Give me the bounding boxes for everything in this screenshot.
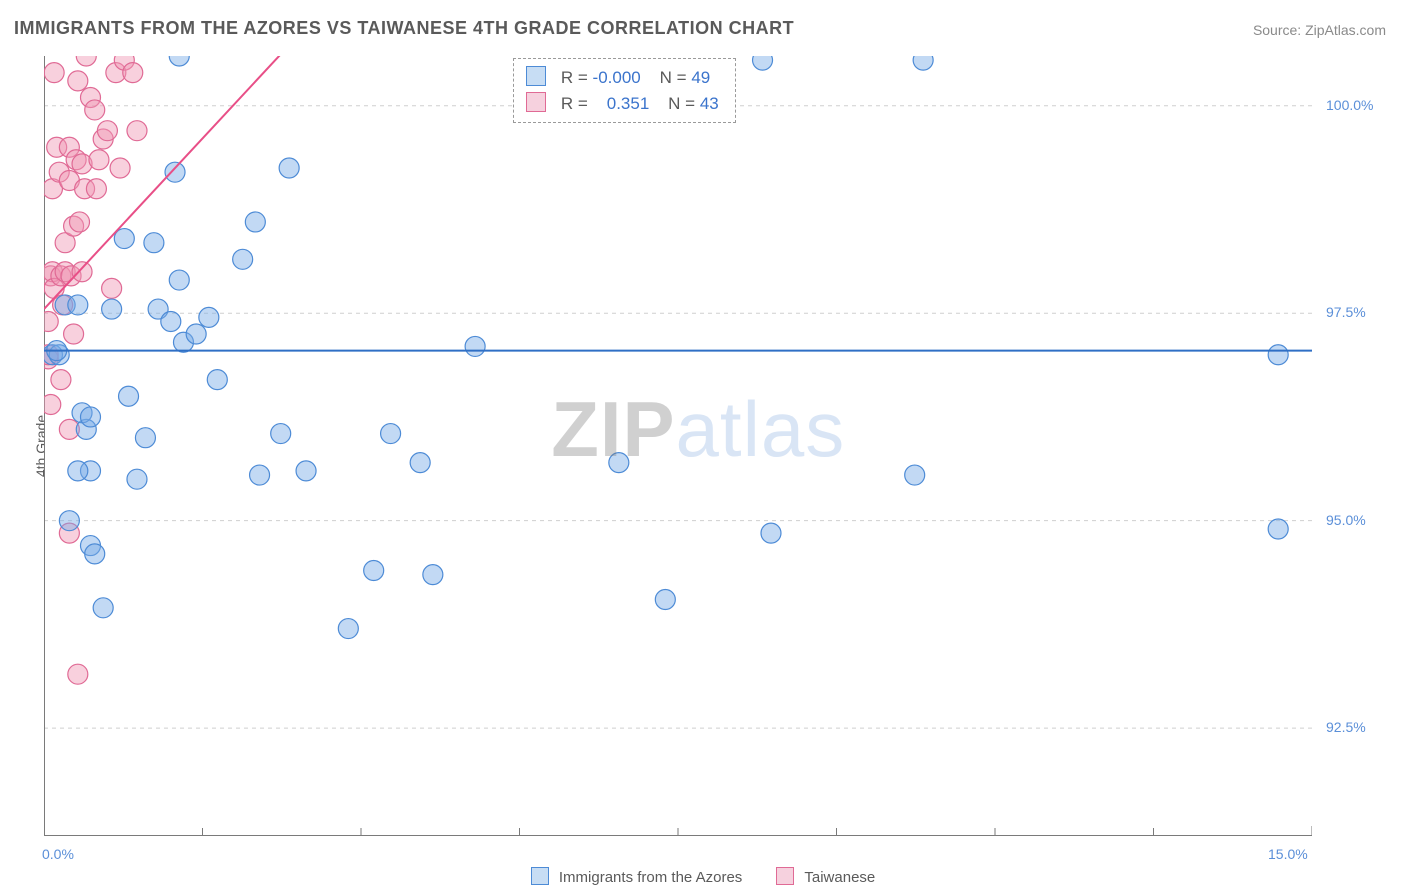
x-tick-label: 0.0%: [42, 846, 74, 862]
y-tick-label: 100.0%: [1326, 97, 1373, 113]
y-tick-label: 95.0%: [1326, 512, 1366, 528]
legend-swatch: [531, 867, 549, 885]
source-attribution: Source: ZipAtlas.com: [1253, 22, 1386, 38]
legend-r-value: 0.351: [607, 94, 650, 113]
legend-n-value: 43: [700, 94, 719, 113]
chart-title: IMMIGRANTS FROM THE AZORES VS TAIWANESE …: [14, 18, 794, 39]
scatter-plot: [44, 56, 1312, 836]
legend-series-label: Taiwanese: [804, 869, 875, 886]
legend-swatch: [526, 92, 546, 112]
legend-row: R = 0.351 N = 43: [526, 91, 719, 117]
legend-row: R = -0.000 N = 49: [526, 65, 719, 91]
legend-series-label: Immigrants from the Azores: [559, 869, 742, 886]
legend-swatch: [526, 66, 546, 86]
x-axis-legend: Immigrants from the Azores Taiwanese: [0, 867, 1406, 886]
x-tick-label: 15.0%: [1268, 846, 1308, 862]
y-tick-label: 92.5%: [1326, 719, 1366, 735]
legend-n-label: N =: [654, 94, 700, 113]
chart-container: IMMIGRANTS FROM THE AZORES VS TAIWANESE …: [0, 0, 1406, 892]
legend-r-label: R =: [561, 94, 602, 113]
legend-n-value: 49: [691, 68, 710, 87]
legend-n-label: N =: [645, 68, 691, 87]
legend-r-value: -0.000: [593, 68, 641, 87]
y-tick-label: 97.5%: [1326, 304, 1366, 320]
legend-r-label: R =: [561, 68, 593, 87]
legend-swatch: [776, 867, 794, 885]
correlation-legend: R = -0.000 N = 49 R = 0.351 N = 43: [513, 58, 736, 123]
